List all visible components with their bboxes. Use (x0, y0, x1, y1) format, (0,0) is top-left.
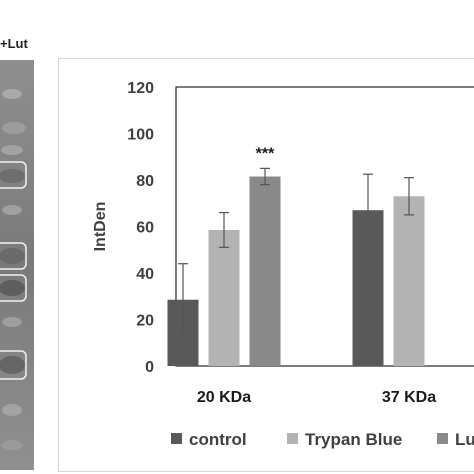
legend-label: control (189, 430, 247, 449)
y-tick-label: 0 (145, 359, 154, 376)
bar-chart: 0 20 40 60 80 100 120 IntDen *** 20 KDa 37 KDa co… (92, 80, 474, 449)
y-tick-label: 20 (136, 313, 154, 330)
blot-treatment-label: +Lut (0, 36, 28, 51)
category-label: 20 KDa (197, 389, 251, 406)
bar-trypan-blue-0 (208, 229, 240, 366)
y-tick-label: 40 (136, 266, 154, 283)
plot-frame (175, 86, 474, 367)
legend-swatch (171, 433, 182, 444)
western-blot-image (0, 60, 34, 470)
legend-label: Trypan Blue (305, 430, 402, 449)
bar-trypan-blue-1 (393, 196, 425, 366)
y-tick-label: 100 (127, 127, 154, 144)
y-axis-title: IntDen (92, 202, 109, 252)
y-tick-label: 120 (127, 80, 154, 97)
bar-lut-0 (249, 176, 281, 366)
legend-label: Lut (455, 430, 474, 449)
legend-swatch (437, 433, 448, 444)
significance-label: *** (256, 145, 275, 162)
category-label: 37 KDa (382, 389, 436, 406)
chart-panel: 0 20 40 60 80 100 120 IntDen *** 20 KDa 37 KDa co… (58, 58, 474, 472)
legend-swatch (287, 433, 298, 444)
y-tick-label: 80 (136, 173, 154, 190)
y-tick-label: 60 (136, 220, 154, 237)
